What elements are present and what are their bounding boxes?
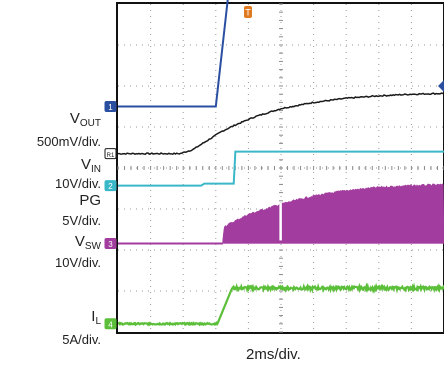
x-axis-label: 2ms/div. bbox=[246, 346, 301, 363]
channel-marker-v-sw-box bbox=[104, 237, 117, 249]
channel-marker-pg-text: 2 bbox=[108, 182, 113, 191]
vout-scale: 500mV/div. bbox=[36, 134, 101, 149]
svg-text:T: T bbox=[245, 8, 251, 18]
vin-scale: 10V/div. bbox=[54, 176, 101, 191]
channel-marker-i-l-text: 4 bbox=[108, 320, 113, 329]
channel-marker-v-in-box bbox=[104, 148, 117, 160]
channel-marker-v-in-text: R1 bbox=[107, 153, 115, 159]
traces bbox=[117, 0, 444, 327]
grid bbox=[117, 3, 444, 333]
pg-scale: 5V/div. bbox=[62, 213, 101, 228]
trigger-marker: T bbox=[244, 6, 252, 18]
channel-marker-v-out: 1 bbox=[104, 101, 117, 112]
channel-marker-pg: 2 bbox=[104, 180, 117, 192]
channel-marker-i-l: 4 bbox=[104, 318, 117, 330]
channel-marker-i-l-box bbox=[104, 318, 117, 330]
vout-label: VOUT bbox=[69, 110, 101, 129]
offscreen-arrow bbox=[438, 80, 444, 92]
il-label: IL bbox=[91, 308, 101, 327]
trace-pg bbox=[118, 150, 444, 187]
trace-v-out bbox=[118, 0, 229, 108]
trace-v-sw-gap bbox=[279, 202, 282, 241]
channel-markers: 1 R1 2 3 4 bbox=[104, 101, 117, 330]
vin-label: VIN bbox=[80, 156, 101, 175]
channel-marker-v-in: R1 bbox=[104, 148, 117, 160]
il-scale: 5A/div. bbox=[62, 332, 101, 347]
vsw-label: VSW bbox=[74, 233, 101, 252]
channel-marker-v-out-text: 1 bbox=[108, 103, 113, 112]
channel-marker-pg-box bbox=[104, 180, 117, 192]
trace-v-sw bbox=[118, 183, 444, 245]
pg-label: PG bbox=[79, 192, 101, 209]
trace-v-sw-envelope bbox=[222, 183, 444, 245]
channel-marker-v-sw: 3 bbox=[104, 237, 117, 249]
vsw-scale: 10V/div. bbox=[54, 255, 101, 270]
trace-v-in bbox=[117, 92, 444, 156]
trace-i-l bbox=[117, 282, 444, 327]
channel-marker-v-sw-text: 3 bbox=[108, 240, 113, 249]
channel-marker-v-out-box bbox=[104, 101, 117, 112]
